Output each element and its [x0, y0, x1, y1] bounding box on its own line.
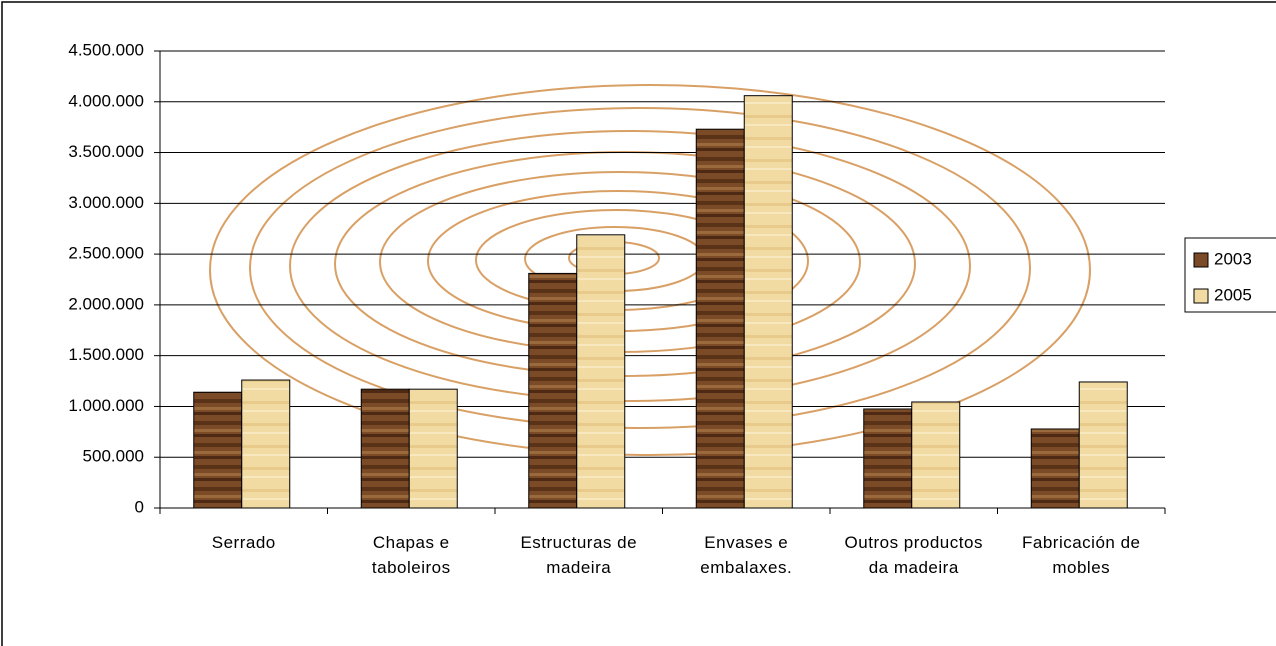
legend-label: 2003: [1214, 249, 1252, 268]
bar: [743, 95, 793, 509]
y-tick-label: 2.500.000: [68, 244, 144, 263]
bar: [360, 388, 410, 509]
bar: [863, 408, 913, 509]
y-tick-label: 3.500.000: [68, 142, 144, 161]
bar: [241, 379, 291, 509]
x-tick-label: Chapas e taboleiros: [371, 533, 451, 577]
y-tick-label: 2.000.000: [68, 294, 144, 313]
bar: [408, 388, 458, 509]
bar: [1078, 381, 1128, 509]
y-tick-label: 3.000.000: [68, 193, 144, 212]
y-tick-label: 4.000.000: [68, 91, 144, 110]
y-tick-label: 500.000: [83, 447, 144, 466]
bar: [576, 234, 626, 509]
x-tick-label: Fabricación de mobles: [1021, 533, 1141, 577]
bar: [528, 272, 578, 509]
bar: [1030, 428, 1080, 509]
bar: [911, 401, 961, 509]
x-tick-label: Estructuras de madeira: [520, 533, 638, 577]
y-tick-label: 1.500.000: [68, 345, 144, 364]
y-tick-label: 0: [135, 497, 144, 516]
x-tick-label: Serrado: [211, 533, 276, 552]
y-tick-label: 4.500.000: [68, 40, 144, 59]
y-tick-label: 1.000.000: [68, 396, 144, 415]
legend-swatch: [1193, 252, 1209, 268]
legend-swatch: [1193, 288, 1209, 304]
legend-label: 2005: [1214, 285, 1252, 304]
bar: [695, 128, 745, 509]
x-tick-label: Outros productos da madeira: [844, 533, 983, 577]
x-tick-label: Envases e embalaxes.: [700, 533, 793, 577]
bar: [193, 391, 243, 509]
